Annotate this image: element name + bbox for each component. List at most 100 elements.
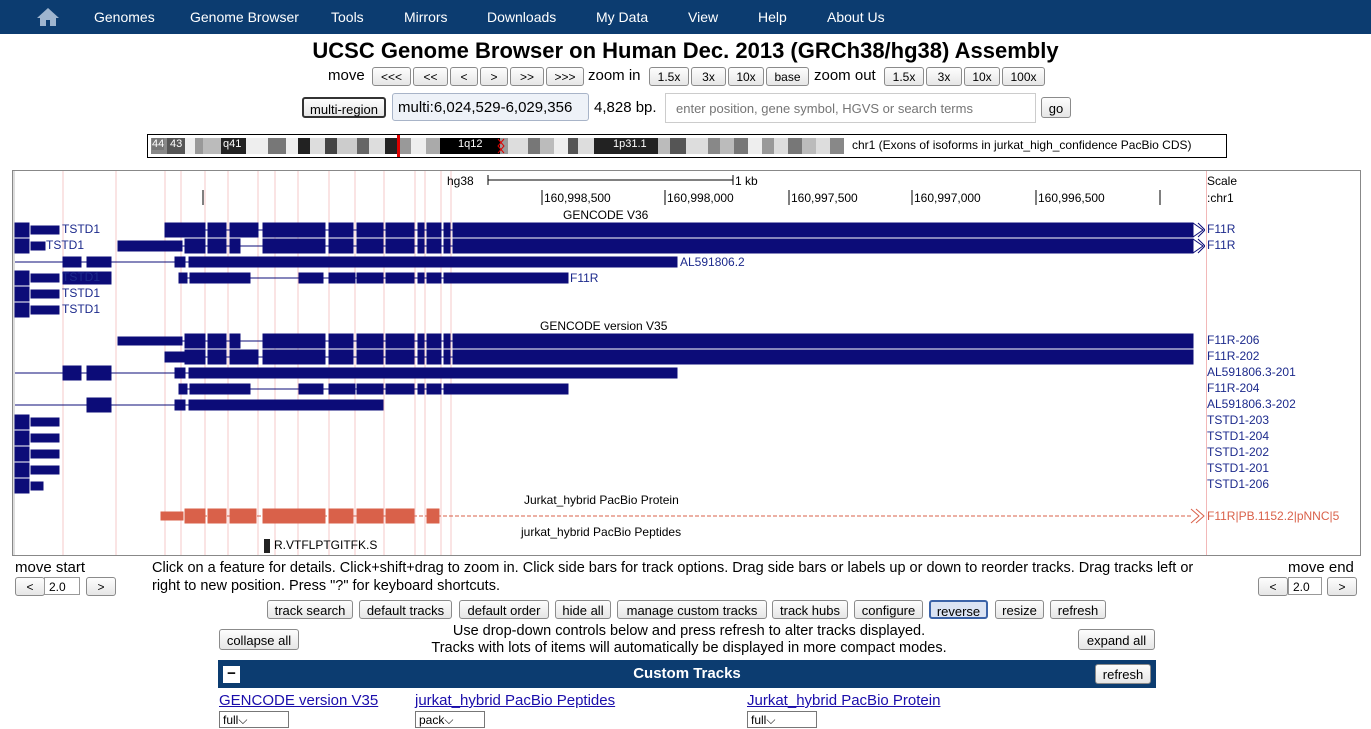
track-link-pacbio-protein[interactable]: Jurkat_hybrid PacBio Protein [747,692,941,709]
zoom-in-3x-button[interactable]: 3x [691,67,726,86]
hide-all-button[interactable]: hide all [555,600,611,619]
track-title-pacbio-protein[interactable]: Jurkat_hybrid PacBio Protein [524,493,679,507]
side-label-tstd1-203[interactable]: TSTD1-203 [1207,413,1270,427]
refresh-button[interactable]: refresh [1050,600,1106,619]
left-side-bar[interactable] [13,171,15,555]
collapse-all-button[interactable]: collapse all [219,629,299,650]
custom-tracks-refresh-button[interactable]: refresh [1095,664,1151,684]
side-label-al591806-3-201[interactable]: AL591806.3-201 [1207,365,1296,379]
move-left-button[interactable]: < [450,67,478,86]
info-line-1: Use drop-down controls below and press r… [452,623,926,639]
nav-genomes[interactable]: Genomes [94,9,155,25]
track-link-pacbio-peptides[interactable]: jurkat_hybrid PacBio Peptides [415,692,616,709]
move-end-left-button[interactable]: < [1258,577,1288,596]
nav-mirrors[interactable]: Mirrors [404,9,448,25]
info-line-2: Tracks with lots of items will automatic… [431,640,947,656]
gencode-v36-features [14,222,1205,318]
custom-tracks-title: Custom Tracks [633,665,741,682]
side-label-f11r-202[interactable]: F11R-202 [1207,349,1260,363]
nav-tools[interactable]: Tools [331,9,364,25]
gene-label-tstd1[interactable]: TSTD1 [62,286,101,300]
resize-button[interactable]: resize [995,600,1044,619]
gene-label-tstd1[interactable]: TSTD1 [46,238,85,252]
move-far-right-button[interactable]: >>> [546,67,584,86]
zoom-in-base-button[interactable]: base [766,67,809,86]
move-start-label: move start [15,559,86,576]
scale-label[interactable]: Scale [1207,174,1238,188]
move-left-more-button[interactable]: << [413,67,448,86]
nav-my-data[interactable]: My Data [596,9,649,25]
gene-label-tstd1[interactable]: TSTD1 [62,302,101,316]
gene-label-al591806-2[interactable]: AL591806.2 [680,255,745,269]
reverse-button[interactable]: reverse [929,600,988,619]
zoom-out-100x-button[interactable]: 100x [1002,67,1045,86]
move-far-left-button[interactable]: <<< [372,67,411,86]
mode-select-pacbio-protein[interactable]: full [747,711,817,728]
configure-button[interactable]: configure [854,600,923,619]
go-button[interactable]: go [1041,97,1071,118]
expand-all-button[interactable]: expand all [1078,629,1155,650]
move-label: move [328,67,365,84]
gencode-v35-features [14,333,1194,494]
side-label-tstd1-204[interactable]: TSTD1-204 [1207,429,1270,443]
track-title-pacbio-peptides[interactable]: jurkat_hybrid PacBio Peptides [521,525,682,539]
move-end-amount-input[interactable]: 2.0 [1288,577,1322,595]
band-label-44: 44 [152,138,165,150]
move-right-more-button[interactable]: >> [510,67,544,86]
track-image-panel[interactable]: hg38 1 kb 160,998,500 160,998,000 160,99… [12,170,1361,556]
gene-label-tstd1[interactable]: TSTD1 [62,222,101,236]
nav-downloads[interactable]: Downloads [487,9,557,25]
default-tracks-button[interactable]: default tracks [359,600,452,619]
side-label-tstd1-201[interactable]: TSTD1-201 [1207,461,1270,475]
move-start-right-button[interactable]: > [86,577,116,596]
zoom-out-10x-button[interactable]: 10x [964,67,1000,86]
mode-value: pack [419,713,445,727]
track-title-gencode-v36[interactable]: GENCODE V36 [563,208,649,222]
track-title-gencode-v35[interactable]: GENCODE version V35 [540,319,668,333]
side-label-tstd1-202[interactable]: TSTD1-202 [1207,445,1270,459]
move-right-button[interactable]: > [480,67,508,86]
ruler-tick-label: 160,996,500 [1038,191,1105,205]
manage-custom-tracks-button[interactable]: manage custom tracks [617,600,767,619]
peptide-label[interactable]: R.VTFLPTGITFK.S [274,538,378,552]
band-label-1q12: 1q12 [458,138,483,150]
side-label-pacbio-protein[interactable]: F11R|PB.1152.2|pNNC|5 [1207,509,1340,523]
nav-genome-browser[interactable]: Genome Browser [190,9,299,25]
collapse-group-button[interactable]: − [223,666,240,683]
mode-select-pacbio-peptides[interactable]: pack [415,711,485,728]
gene-label-f11r[interactable]: F11R [570,271,599,285]
multi-region-button[interactable]: multi-region [302,97,386,118]
nav-view[interactable]: View [688,9,719,25]
track-search-button[interactable]: track search [267,600,353,619]
side-label-al591806-3-202[interactable]: AL591806.3-202 [1207,397,1296,411]
zoom-in-10x-button[interactable]: 10x [728,67,764,86]
ideogram-caption: chr1 (Exons of isoforms in jurkat_high_c… [852,138,1192,152]
position-display[interactable]: multi:6,024,529-6,029,356 [392,93,589,121]
chromosome-ideogram[interactable]: 44 43 q41 1q12 1p31.1 chr1 (Exons of iso… [147,134,1227,158]
nav-help[interactable]: Help [758,9,787,25]
side-label-f11r-206[interactable]: F11R-206 [1207,333,1260,347]
ruler-tick-label: 160,998,500 [544,191,611,205]
ruler-assembly-label: hg38 [447,174,474,188]
track-graphics[interactable] [13,171,1205,555]
track-hubs-button[interactable]: track hubs [772,600,848,619]
zoom-in-1-5x-button[interactable]: 1.5x [649,67,689,86]
zoom-out-3x-button[interactable]: 3x [926,67,962,86]
track-link-gencode-v35[interactable]: GENCODE version V35 [219,692,379,709]
move-start-amount-input[interactable]: 2.0 [44,577,80,595]
ruler-scale-text: 1 kb [735,174,758,188]
side-label-f11r[interactable]: F11R [1207,222,1236,236]
nav-about-us[interactable]: About Us [827,9,885,25]
gene-label-tstd1[interactable]: TSTD1 [62,270,101,284]
position-search-input[interactable] [665,93,1036,123]
mode-select-gencode-v35[interactable]: full [219,711,289,728]
zoom-out-1-5x-button[interactable]: 1.5x [884,67,924,86]
side-label-f11r-204[interactable]: F11R-204 [1207,381,1260,395]
side-label-f11r[interactable]: F11R [1207,238,1236,252]
chrom-label[interactable]: :chr1 [1207,191,1234,205]
move-end-right-button[interactable]: > [1327,577,1357,596]
default-order-button[interactable]: default order [459,600,549,619]
home-icon[interactable] [36,7,60,27]
side-label-tstd1-206[interactable]: TSTD1-206 [1207,477,1270,491]
move-start-left-button[interactable]: < [15,577,45,596]
